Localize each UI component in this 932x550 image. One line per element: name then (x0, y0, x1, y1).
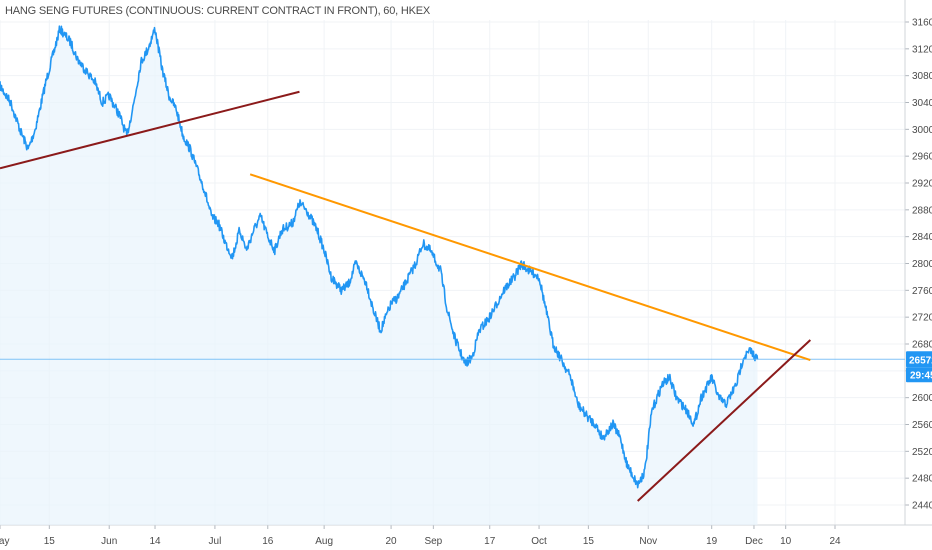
time-tick-label: Jun (101, 536, 117, 547)
chart-title: HANG SENG FUTURES (CONTINUOUS: CURRENT C… (5, 5, 430, 17)
time-tick-label: 17 (484, 536, 496, 547)
price-tick-label: 30800 (912, 71, 932, 82)
time-tick-label: 24 (829, 536, 841, 547)
price-tick-label: 24800 (912, 474, 932, 485)
trendline-1 (0, 90, 300, 170)
time-tick-label: 15 (583, 536, 595, 547)
price-tick-label: 28800 (912, 205, 932, 216)
time-tick-label: 20 (386, 536, 398, 547)
price-tick-label: 28000 (912, 259, 932, 270)
time-tick-label: 16 (262, 536, 274, 547)
time-tick-label: Dec (745, 536, 763, 547)
price-tick-label: 26800 (912, 340, 932, 351)
price-tick-label: 25200 (912, 447, 932, 458)
time-tick-label: Aug (315, 536, 333, 547)
time-tick-label: 15 (44, 536, 56, 547)
countdown-label: 29:45 (910, 370, 932, 381)
price-tick-label: 27600 (912, 286, 932, 297)
price-tick-label: 26000 (912, 393, 932, 404)
price-tick-label: 29200 (912, 179, 932, 190)
time-tick-label: Oct (531, 536, 547, 547)
price-area-fill (0, 26, 758, 525)
price-tick-label: 30000 (912, 125, 932, 136)
price-tick-label: 28400 (912, 232, 932, 243)
price-series-line (0, 25, 759, 489)
time-tick-label: 10 (780, 536, 792, 547)
trendline-3 (637, 339, 812, 502)
price-tick-label: 30400 (912, 98, 932, 109)
time-tick-label: Nov (639, 536, 657, 547)
time-tick-label: Sep (424, 536, 442, 547)
price-tick-label: 25600 (912, 420, 932, 431)
time-tick-label: 19 (706, 536, 718, 547)
price-tick-label: 29600 (912, 152, 932, 163)
current-price-badge (906, 351, 932, 368)
time-tick-label: May (0, 536, 9, 547)
price-tick-label: 31200 (912, 44, 932, 55)
price-tick-label: 27200 (912, 313, 932, 324)
countdown-badge (906, 367, 932, 383)
time-tick-label: 14 (149, 536, 161, 547)
price-tick-label: 31600 (912, 18, 932, 29)
trendline-2 (249, 173, 811, 362)
price-tick-label: 24400 (912, 501, 932, 512)
time-tick-label: Jul (209, 536, 222, 547)
